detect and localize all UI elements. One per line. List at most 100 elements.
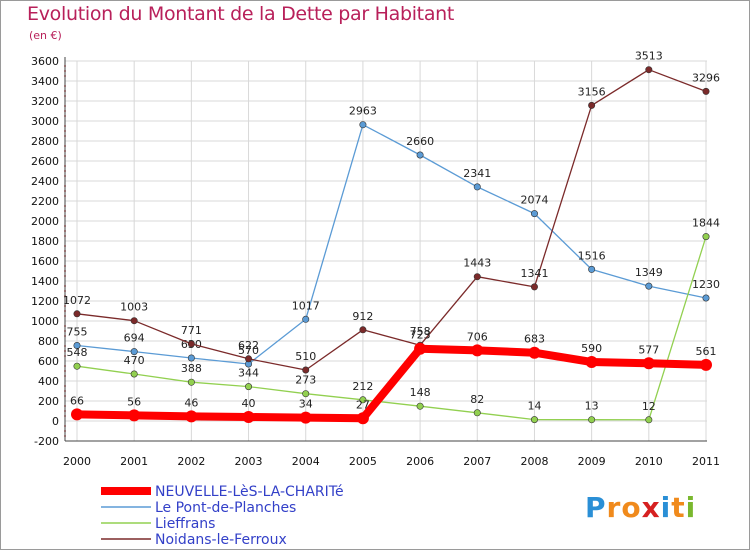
data-label: 548 — [67, 346, 88, 359]
data-point — [187, 378, 195, 386]
data-point — [356, 412, 369, 425]
data-label: 590 — [581, 342, 602, 355]
data-point — [71, 408, 83, 421]
x-tick-label: 2005 — [349, 455, 377, 468]
x-tick-label: 2001 — [120, 455, 148, 468]
x-tick-label: 2008 — [520, 455, 548, 468]
y-tick-label: 3600 — [31, 55, 59, 68]
x-tick-label: 2009 — [578, 455, 606, 468]
y-tick-label: 200 — [38, 395, 59, 408]
data-label: 212 — [352, 380, 373, 393]
data-point — [359, 121, 367, 129]
data-label: 510 — [295, 350, 316, 363]
y-tick-label: 1600 — [31, 255, 59, 268]
data-point — [245, 355, 253, 363]
data-label: 683 — [524, 333, 545, 346]
data-label: 46 — [184, 396, 198, 409]
logo-letter: P — [585, 491, 607, 524]
data-point — [645, 416, 653, 424]
x-tick-label: 2003 — [235, 455, 263, 468]
series-line — [76, 69, 707, 371]
legend-label: Lieffrans — [155, 516, 215, 532]
data-label: 148 — [410, 386, 431, 399]
data-label: 344 — [238, 367, 259, 380]
data-point — [530, 416, 538, 424]
unit-label: (en €) — [29, 29, 62, 42]
data-point — [73, 362, 81, 370]
data-label: 755 — [67, 326, 88, 339]
data-point — [185, 410, 198, 423]
data-label: 388 — [181, 362, 202, 375]
legend-label: Le Pont-de-Planches — [155, 500, 296, 516]
data-label: 1349 — [635, 266, 663, 279]
data-point — [130, 317, 138, 325]
data-label: 771 — [181, 324, 202, 337]
data-label: 2074 — [520, 194, 548, 207]
data-label: 912 — [352, 310, 373, 323]
y-tick-label: 2600 — [31, 155, 59, 168]
y-tick-label: 600 — [38, 355, 59, 368]
data-point — [245, 383, 253, 391]
logo-letter: x — [641, 491, 661, 524]
logo-letter: o — [621, 491, 642, 524]
data-point — [700, 358, 712, 371]
data-label: 3513 — [635, 50, 663, 63]
x-tick-label: 2004 — [292, 455, 320, 468]
data-label: 2341 — [463, 167, 491, 180]
y-tick-label: 400 — [38, 375, 59, 388]
legend-label: Noidans-le-Ferroux — [155, 532, 287, 548]
data-point — [242, 411, 255, 423]
logo-letter: i — [660, 491, 672, 524]
data-point — [642, 357, 655, 370]
y-tick-label: 800 — [38, 335, 59, 348]
data-label: 34 — [299, 398, 313, 411]
y-tick-label: 2000 — [31, 215, 59, 228]
data-label: 706 — [467, 330, 488, 343]
y-tick-label: 1800 — [31, 235, 59, 248]
data-label: 1516 — [578, 249, 606, 262]
data-label: 723 — [410, 329, 431, 342]
y-tick-label: 1200 — [31, 295, 59, 308]
logo-letter: i — [685, 491, 697, 524]
data-point — [702, 233, 710, 241]
data-point — [128, 409, 141, 422]
data-point — [585, 356, 598, 368]
x-tick-label: 2006 — [406, 455, 434, 468]
data-point — [645, 282, 653, 290]
data-point — [645, 66, 653, 74]
y-tick-label: 2200 — [31, 195, 59, 208]
data-point — [414, 342, 427, 355]
legend-label: NEUVELLE-LèS-LA-CHARITé — [155, 484, 344, 500]
data-point — [702, 294, 710, 302]
logo-letter: t — [671, 491, 686, 524]
data-label: 758 — [410, 325, 431, 338]
data-label: 622 — [238, 339, 259, 352]
y-tick-label: 3200 — [31, 95, 59, 108]
data-point — [530, 283, 538, 291]
data-label: 694 — [124, 332, 145, 345]
data-label: 66 — [70, 394, 84, 407]
x-tick-label: 2000 — [63, 455, 91, 468]
data-label: 12 — [642, 400, 656, 413]
data-point — [302, 366, 310, 374]
data-label: 56 — [127, 395, 141, 408]
data-point — [302, 315, 310, 323]
data-label: 1017 — [292, 299, 320, 312]
data-label: 27 — [356, 398, 370, 411]
data-label: 14 — [527, 400, 541, 413]
data-label: 1443 — [463, 257, 491, 270]
data-point — [416, 151, 424, 159]
data-point — [530, 210, 538, 218]
data-label: 1003 — [120, 301, 148, 314]
data-point — [359, 396, 367, 404]
data-point — [73, 341, 81, 349]
y-tick-label: -200 — [34, 435, 59, 448]
series-line — [76, 344, 707, 423]
proxiti-logo: Proxiti — [585, 491, 696, 524]
data-point — [473, 183, 481, 191]
logo-letter: r — [606, 491, 622, 524]
data-point — [588, 265, 596, 273]
data-point — [528, 346, 541, 359]
x-tick-label: 2002 — [177, 455, 205, 468]
